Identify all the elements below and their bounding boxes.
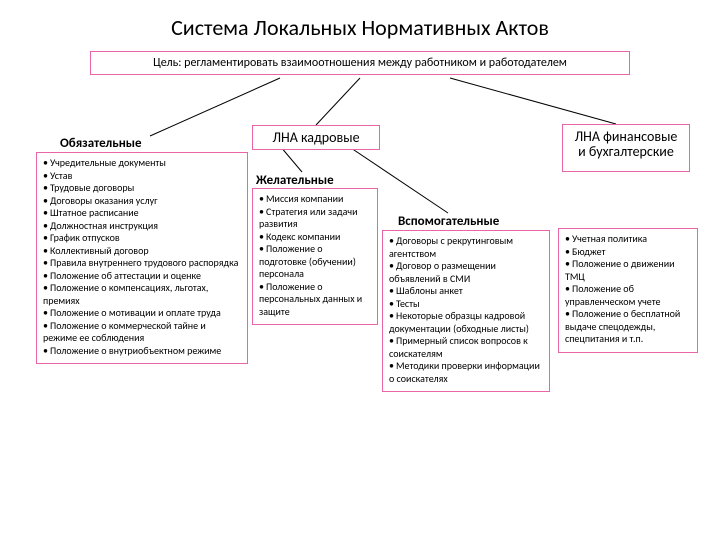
list-desirable: Миссия компанииСтратегия или задачи разв… <box>252 188 378 325</box>
list-item: Примерный список вопросов к соискателям <box>389 335 543 360</box>
list-item: Положение о бесплатной выдаче спецодежды… <box>565 308 691 346</box>
list-auxiliary: Договоры с рекрутинговым агентствомДогов… <box>382 230 550 392</box>
header-lna-finansovye: ЛНА финансовые и бухгалтерские <box>562 124 690 172</box>
list-obligatory: Учредительные документыУставТрудовые дог… <box>36 152 248 364</box>
list-item: Методики проверки информации о соискател… <box>389 360 543 385</box>
list-item: Положение о коммерческой тайне и режиме … <box>43 320 241 345</box>
subheader-obligatory: Обязательные <box>60 136 142 151</box>
list-item: Положение о мотивации и оплате труда <box>43 307 241 320</box>
subheader-auxiliary: Вспомогательные <box>398 214 499 229</box>
list-item: Стратегия или задачи развития <box>259 206 371 231</box>
list-item: Положение о внутриобъектном режиме <box>43 345 241 358</box>
list-item: Штатное расписание <box>43 207 241 220</box>
goal-box: Цель: регламентировать взаимоотношения м… <box>90 51 630 75</box>
list-item: Учредительные документы <box>43 157 241 170</box>
page-title: Система Локальных Нормативных Актов <box>0 0 720 49</box>
list-item: Положение о компенсациях, льготах, преми… <box>43 282 241 307</box>
subheader-desirable: Желательные <box>256 173 334 188</box>
list-item: Положение об управленческом учете <box>565 283 691 308</box>
header-lna-kadrovye: ЛНА кадровые <box>252 125 380 150</box>
list-item: График отпусков <box>43 232 241 245</box>
list-item: Миссия компании <box>259 193 371 206</box>
list-item: Правила внутреннего трудового распорядка <box>43 257 241 270</box>
list-item: Положение о подготовке (обучении) персон… <box>259 243 371 281</box>
list-item: Положение о движении ТМЦ <box>565 258 691 283</box>
list-item: Договоры с рекрутинговым агентством <box>389 235 543 260</box>
list-financial: Учетная политикаБюджетПоложение о движен… <box>558 228 698 353</box>
list-item: Учетная политика <box>565 233 691 246</box>
list-item: Шаблоны анкет <box>389 285 543 298</box>
list-item: Некоторые образцы кадровой документации … <box>389 310 543 335</box>
list-item: Трудовые договоры <box>43 182 241 195</box>
list-item: Договор о размещении объявлений в СМИ <box>389 260 543 285</box>
list-item: Положение о персональных данных и защите <box>259 281 371 319</box>
